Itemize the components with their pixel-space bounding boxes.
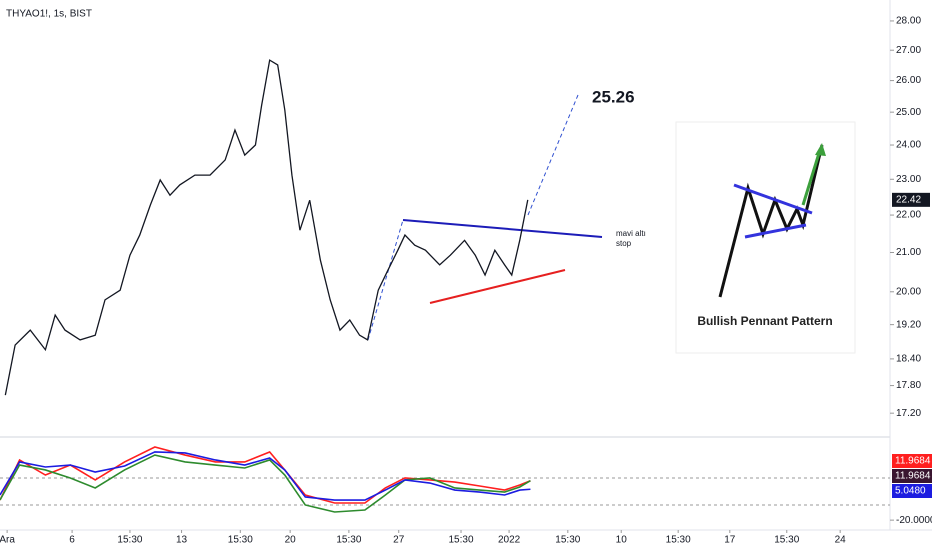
- pattern-line: [733, 183, 813, 215]
- target-label: 25.26: [592, 87, 635, 106]
- x-tick-label: 20: [285, 535, 297, 546]
- value-box: [892, 454, 932, 468]
- value-label: 5.0480: [895, 486, 926, 497]
- x-tick-label: 15:30: [228, 535, 253, 546]
- projection: [367, 219, 404, 341]
- pattern-zigzag: [718, 144, 824, 298]
- note: mavi altı: [616, 229, 646, 238]
- last-price-label: 22.42: [896, 194, 921, 205]
- x-tick-label: 17: [724, 535, 736, 546]
- value-box: [892, 469, 932, 483]
- y-tick-label: 20.00: [896, 286, 921, 297]
- pattern-line: [744, 223, 807, 239]
- y-tick-label: -20.0000: [896, 515, 932, 526]
- y-tick-label: 24.00: [896, 140, 921, 151]
- indicator-line: [0, 454, 531, 513]
- y-tick-label: 26.00: [896, 75, 921, 86]
- y-tick-label: 27.00: [896, 45, 921, 56]
- arrow-head: [815, 143, 826, 156]
- y-tick-label: 19.20: [896, 319, 921, 330]
- last-price-box: [892, 192, 930, 207]
- value-label: 11.9684: [895, 471, 931, 482]
- inset-box: [675, 121, 856, 354]
- x-tick-label: 24: [835, 535, 847, 546]
- x-tick-label: 10: [616, 535, 628, 546]
- value-label: 11.9684: [895, 456, 931, 467]
- y-tick-label: 18.40: [896, 354, 921, 365]
- indicator-line: [0, 451, 531, 501]
- inset: Bullish Pennant Pattern: [675, 121, 856, 354]
- x-tick-label: Ara: [0, 535, 15, 546]
- trendline: [429, 269, 566, 304]
- x-tick-label: 15:30: [774, 535, 799, 546]
- y-tick-label: 21.00: [896, 247, 921, 258]
- x-tick-label: 2022: [498, 535, 521, 546]
- x-tick-label: 15:30: [666, 535, 691, 546]
- note: stop: [616, 239, 632, 248]
- inset-caption: Bullish Pennant Pattern: [697, 314, 832, 328]
- trendline: [402, 219, 603, 238]
- y-tick-label: 22.00: [896, 210, 921, 221]
- chart-title: THYAO1!, 1s, BIST: [6, 9, 92, 20]
- x-tick-label: 6: [69, 535, 75, 546]
- x-tick-label: 15:30: [449, 535, 474, 546]
- x-tick-label: 13: [176, 535, 188, 546]
- indicator-line: [0, 446, 531, 504]
- y-tick-label: 23.00: [896, 174, 921, 185]
- x-tick-label: 27: [393, 535, 405, 546]
- x-tick-label: 15:30: [336, 535, 361, 546]
- y-tick-label: 25.00: [896, 107, 921, 118]
- y-tick-label: 17.20: [896, 408, 921, 419]
- x-tick-label: 15:30: [555, 535, 580, 546]
- value-box: [892, 484, 932, 498]
- x-tick-label: 15:30: [117, 535, 142, 546]
- price-line: [4, 59, 529, 396]
- y-tick-label: 17.80: [896, 380, 921, 391]
- projection: [527, 94, 579, 216]
- pattern-arrow: [801, 149, 822, 206]
- y-tick-label: 28.00: [896, 16, 921, 27]
